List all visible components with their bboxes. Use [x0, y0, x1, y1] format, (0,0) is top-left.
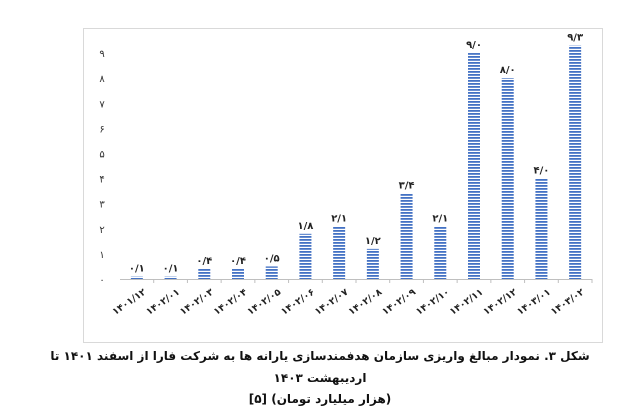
x-tick-label: ۱۴۰۱/۱۲	[111, 287, 149, 318]
bar	[535, 178, 548, 279]
data-label: ۴/۰	[533, 166, 549, 177]
data-label: ۰/۱	[163, 263, 179, 274]
data-label: ۰/۴	[230, 256, 246, 267]
bar	[333, 226, 346, 279]
x-tick-label: ۱۴۰۲/۰۹	[380, 287, 418, 318]
x-tick-label: ۱۴۰۲/۰۸	[347, 287, 385, 318]
x-axis: ۱۴۰۱/۱۲۱۴۰۲/۰۱۱۴۰۲/۰۳۱۴۰۲/۰۴۱۴۰۲/۰۵۱۴۰۲/…	[111, 279, 593, 318]
x-tick-label: ۱۴۰۳/۰۲	[549, 287, 587, 318]
data-label: ۱/۸	[297, 221, 313, 232]
x-tick-label: ۱۴۰۲/۰۵	[245, 287, 283, 318]
y-tick-label: ۳	[99, 200, 105, 211]
data-label: ۲/۱	[331, 213, 347, 224]
data-label: ۲/۱	[432, 213, 448, 224]
x-tick-label: ۱۴۰۲/۰۴	[212, 287, 250, 318]
x-tick-label: ۱۴۰۲/۱۰	[414, 287, 452, 318]
y-tick-label: ۱	[99, 250, 104, 261]
bar	[232, 268, 244, 279]
bar	[400, 193, 413, 279]
data-label: ۸/۰	[500, 65, 516, 76]
bar	[434, 226, 447, 279]
data-label: ۹/۰	[466, 40, 482, 51]
x-tick-label: ۱۴۰۲/۰۶	[279, 287, 317, 318]
y-tick-label: ۸	[99, 74, 105, 85]
bar	[468, 53, 480, 279]
x-tick-label: ۱۴۰۳/۰۱	[515, 287, 553, 318]
x-tick-label: ۱۴۰۲/۱۱	[448, 287, 486, 318]
bar-chart: ۰ ۱ ۲ ۳ ۴ ۵ ۶ ۷ ۸ ۹ ۰/۱ ۰/۱ ۰/۴ ۰/۴ ۰/۵ ۱/۸ ۲/۱ ۱/۲ ۳/۴ ۲/…	[99, 33, 593, 318]
x-tick-label: ۱۴۰۲/۰۱	[144, 287, 182, 318]
figure-caption: شکل ۳. نمودار مبالغ واریزی سازمان هدفمند…	[20, 345, 620, 409]
bar	[198, 268, 211, 279]
caption-title: شکل ۳. نمودار مبالغ واریزی سازمان هدفمند…	[50, 349, 590, 385]
data-label: ۰/۱	[129, 263, 145, 274]
y-tick-label: ۴	[99, 175, 104, 186]
y-tick-label: ۶	[99, 124, 104, 135]
bar	[299, 233, 312, 279]
bar	[130, 276, 143, 279]
y-tick-label: ۹	[99, 49, 104, 60]
data-label: ۰/۵	[264, 253, 280, 264]
x-tick-label: ۱۴۰۲/۱۲	[481, 287, 519, 318]
bars: ۰/۱ ۰/۱ ۰/۴ ۰/۴ ۰/۵ ۱/۸ ۲/۱ ۱/۲ ۳/۴ ۲/۱ ۹/۰ ۸/۰ ۴/۰ ۹…	[129, 33, 583, 279]
x-tick-label: ۱۴۰۲/۰۷	[313, 287, 351, 318]
caption-unit: (هزار میلیارد تومان) [۵]	[248, 392, 392, 406]
y-axis: ۰ ۱ ۲ ۳ ۴ ۵ ۶ ۷ ۸ ۹	[99, 49, 105, 286]
y-tick-label: ۲	[99, 225, 104, 236]
bar	[366, 248, 379, 279]
data-label: ۹/۳	[567, 33, 583, 44]
x-tick-label: ۱۴۰۲/۰۳	[178, 287, 216, 318]
y-tick-label: ۷	[99, 99, 105, 110]
bar	[164, 276, 177, 279]
bar	[569, 45, 582, 279]
y-tick-label: ۵	[99, 149, 104, 160]
y-tick-label: ۰	[99, 275, 104, 286]
data-label: ۳/۴	[399, 181, 415, 192]
bar	[265, 266, 278, 279]
data-label: ۱/۲	[365, 236, 381, 247]
chart-frame: ۰ ۱ ۲ ۳ ۴ ۵ ۶ ۷ ۸ ۹ ۰/۱ ۰/۱ ۰/۴ ۰/۴ ۰/۵ ۱/۸ ۲/۱ ۱/۲ ۳/۴ ۲/…	[83, 28, 603, 343]
bar	[501, 78, 514, 279]
data-label: ۰/۴	[196, 256, 212, 267]
